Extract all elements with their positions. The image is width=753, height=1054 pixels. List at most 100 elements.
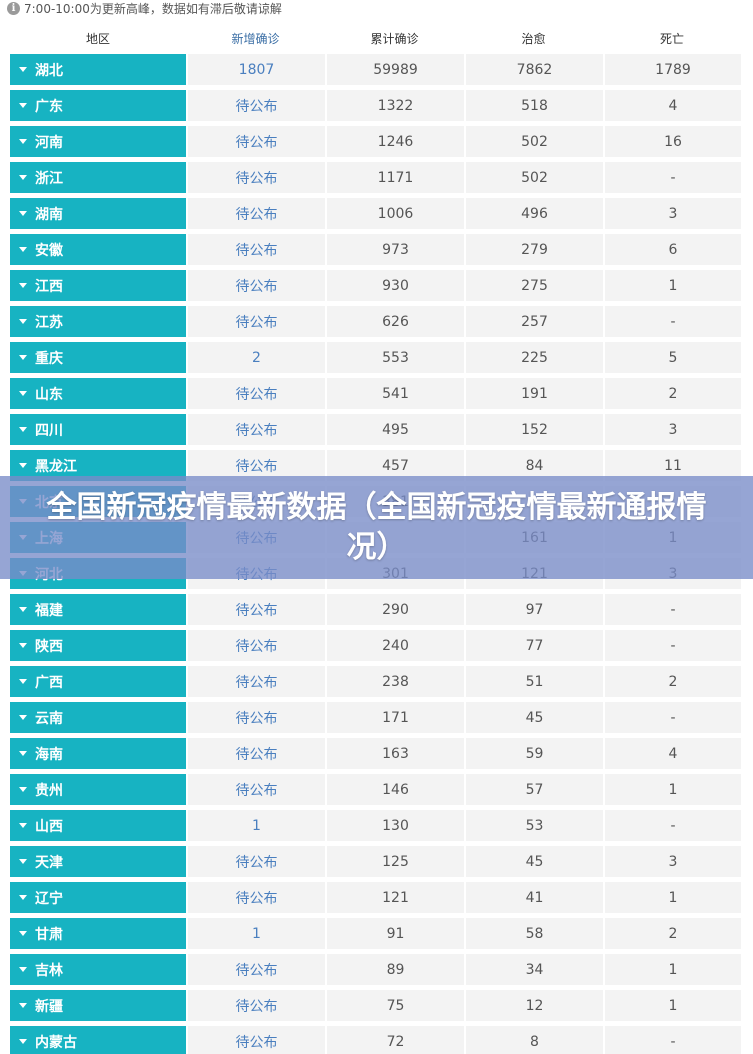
table-row: 天津 待公布 125 45 3 [10, 846, 741, 882]
region-name: 山东 [35, 386, 63, 403]
new-confirmed-cell: 待公布 [188, 378, 325, 409]
cumulative-cell: 89 [327, 954, 464, 985]
region-toggle[interactable]: 福建 [10, 594, 186, 625]
table-row: 陕西 待公布 240 77- [10, 630, 741, 666]
header-cumulative[interactable]: 累计确诊 [370, 31, 419, 46]
header-cured[interactable]: 治愈 [521, 31, 546, 46]
region-name: 海南 [35, 746, 63, 763]
new-confirmed-cell: 待公布 [188, 162, 325, 193]
region-toggle[interactable]: 天津 [10, 846, 186, 877]
table-row: 贵州 待公布 146 57 1 [10, 774, 741, 810]
table-row: 广西 待公布 238 51 2 [10, 666, 741, 702]
region-toggle[interactable]: 浙江 [10, 162, 186, 193]
deaths-cell: 2 [605, 666, 741, 697]
table-row: 湖北 1807 59989 7862 1789 [10, 54, 741, 90]
region-toggle[interactable]: 湖南 [10, 198, 186, 229]
new-confirmed-cell: 待公布 [188, 126, 325, 157]
headline-banner: 全国新冠疫情最新数据（全国新冠疫情最新通报情况） [0, 476, 753, 579]
new-confirmed-cell: 待公布 [188, 630, 325, 661]
deaths-cell: - [605, 162, 741, 193]
deaths-cell: - [605, 594, 741, 625]
region-toggle[interactable]: 贵州 [10, 774, 186, 805]
region-toggle[interactable]: 内蒙古 [10, 1026, 186, 1054]
deaths-cell: 3 [605, 198, 741, 229]
deaths-cell: 4 [605, 738, 741, 769]
chevron-down-icon [19, 787, 27, 792]
cumulative-cell: 541 [327, 378, 464, 409]
region-toggle[interactable]: 海南 [10, 738, 186, 769]
cured-cell: 12 [466, 990, 603, 1021]
cumulative-cell: 59989 [327, 54, 464, 85]
chevron-down-icon [19, 823, 27, 828]
region-toggle[interactable]: 黑龙江 [10, 450, 186, 481]
new-confirmed-cell: 待公布 [188, 594, 325, 625]
cumulative-cell: 626 [327, 306, 464, 337]
new-confirmed-cell: 待公布 [188, 1026, 325, 1054]
cumulative-cell: 553 [327, 342, 464, 373]
table-row: 新疆 待公布 75 12 1 [10, 990, 741, 1026]
cumulative-cell: 1322 [327, 90, 464, 121]
region-toggle[interactable]: 吉林 [10, 954, 186, 985]
new-confirmed-cell: 待公布 [188, 270, 325, 301]
region-toggle[interactable]: 甘肃 [10, 918, 186, 949]
region-name: 陕西 [35, 638, 63, 655]
new-confirmed-cell: 待公布 [188, 702, 325, 733]
cumulative-cell: 72 [327, 1026, 464, 1054]
region-name: 福建 [35, 602, 63, 619]
deaths-cell: 2 [605, 378, 741, 409]
region-toggle[interactable]: 江西 [10, 270, 186, 301]
region-toggle[interactable]: 安徽 [10, 234, 186, 265]
chevron-down-icon [19, 1039, 27, 1044]
chevron-down-icon [19, 391, 27, 396]
region-name: 浙江 [35, 170, 63, 187]
table-row: 吉林 待公布 89 34 1 [10, 954, 741, 990]
cured-cell: 34 [466, 954, 603, 985]
new-confirmed-cell: 待公布 [188, 774, 325, 805]
region-toggle[interactable]: 江苏 [10, 306, 186, 337]
region-toggle[interactable]: 四川 [10, 414, 186, 445]
new-confirmed-cell: 待公布 [188, 306, 325, 337]
deaths-cell: - [605, 810, 741, 841]
cumulative-cell: 171 [327, 702, 464, 733]
region-toggle[interactable]: 新疆 [10, 990, 186, 1021]
region-toggle[interactable]: 陕西 [10, 630, 186, 661]
cured-cell: 8 [466, 1026, 603, 1054]
region-name: 天津 [35, 854, 63, 871]
cured-cell: 45 [466, 846, 603, 877]
cumulative-cell: 1006 [327, 198, 464, 229]
chevron-down-icon [19, 643, 27, 648]
cumulative-cell: 75 [327, 990, 464, 1021]
deaths-cell: 16 [605, 126, 741, 157]
new-confirmed-cell: 待公布 [188, 198, 325, 229]
region-toggle[interactable]: 辽宁 [10, 882, 186, 913]
chevron-down-icon [19, 463, 27, 468]
deaths-cell: 11 [605, 450, 741, 481]
cured-cell: 58 [466, 918, 603, 949]
header-new-confirmed[interactable]: 新增确诊 [231, 31, 280, 46]
region-toggle[interactable]: 湖北 [10, 54, 186, 85]
new-confirmed-cell: 1 [188, 918, 325, 949]
region-toggle[interactable]: 重庆 [10, 342, 186, 373]
cured-cell: 51 [466, 666, 603, 697]
region-name: 山西 [35, 818, 63, 835]
table-row: 云南 待公布 171 45- [10, 702, 741, 738]
region-toggle[interactable]: 广西 [10, 666, 186, 697]
new-confirmed-cell: 待公布 [188, 414, 325, 445]
cured-cell: 191 [466, 378, 603, 409]
new-confirmed-cell: 待公布 [188, 666, 325, 697]
region-name: 广东 [35, 98, 63, 115]
region-toggle[interactable]: 河南 [10, 126, 186, 157]
cured-cell: 59 [466, 738, 603, 769]
cumulative-cell: 130 [327, 810, 464, 841]
cured-cell: 45 [466, 702, 603, 733]
header-deaths[interactable]: 死亡 [659, 31, 684, 46]
deaths-cell: 3 [605, 846, 741, 877]
region-toggle[interactable]: 山东 [10, 378, 186, 409]
table-header: 地区 新增确诊 累计确诊 治愈 死亡 [10, 24, 741, 52]
chevron-down-icon [19, 751, 27, 756]
new-confirmed-cell: 1807 [188, 54, 325, 85]
deaths-cell: 3 [605, 414, 741, 445]
region-toggle[interactable]: 山西 [10, 810, 186, 841]
region-toggle[interactable]: 云南 [10, 702, 186, 733]
region-toggle[interactable]: 广东 [10, 90, 186, 121]
